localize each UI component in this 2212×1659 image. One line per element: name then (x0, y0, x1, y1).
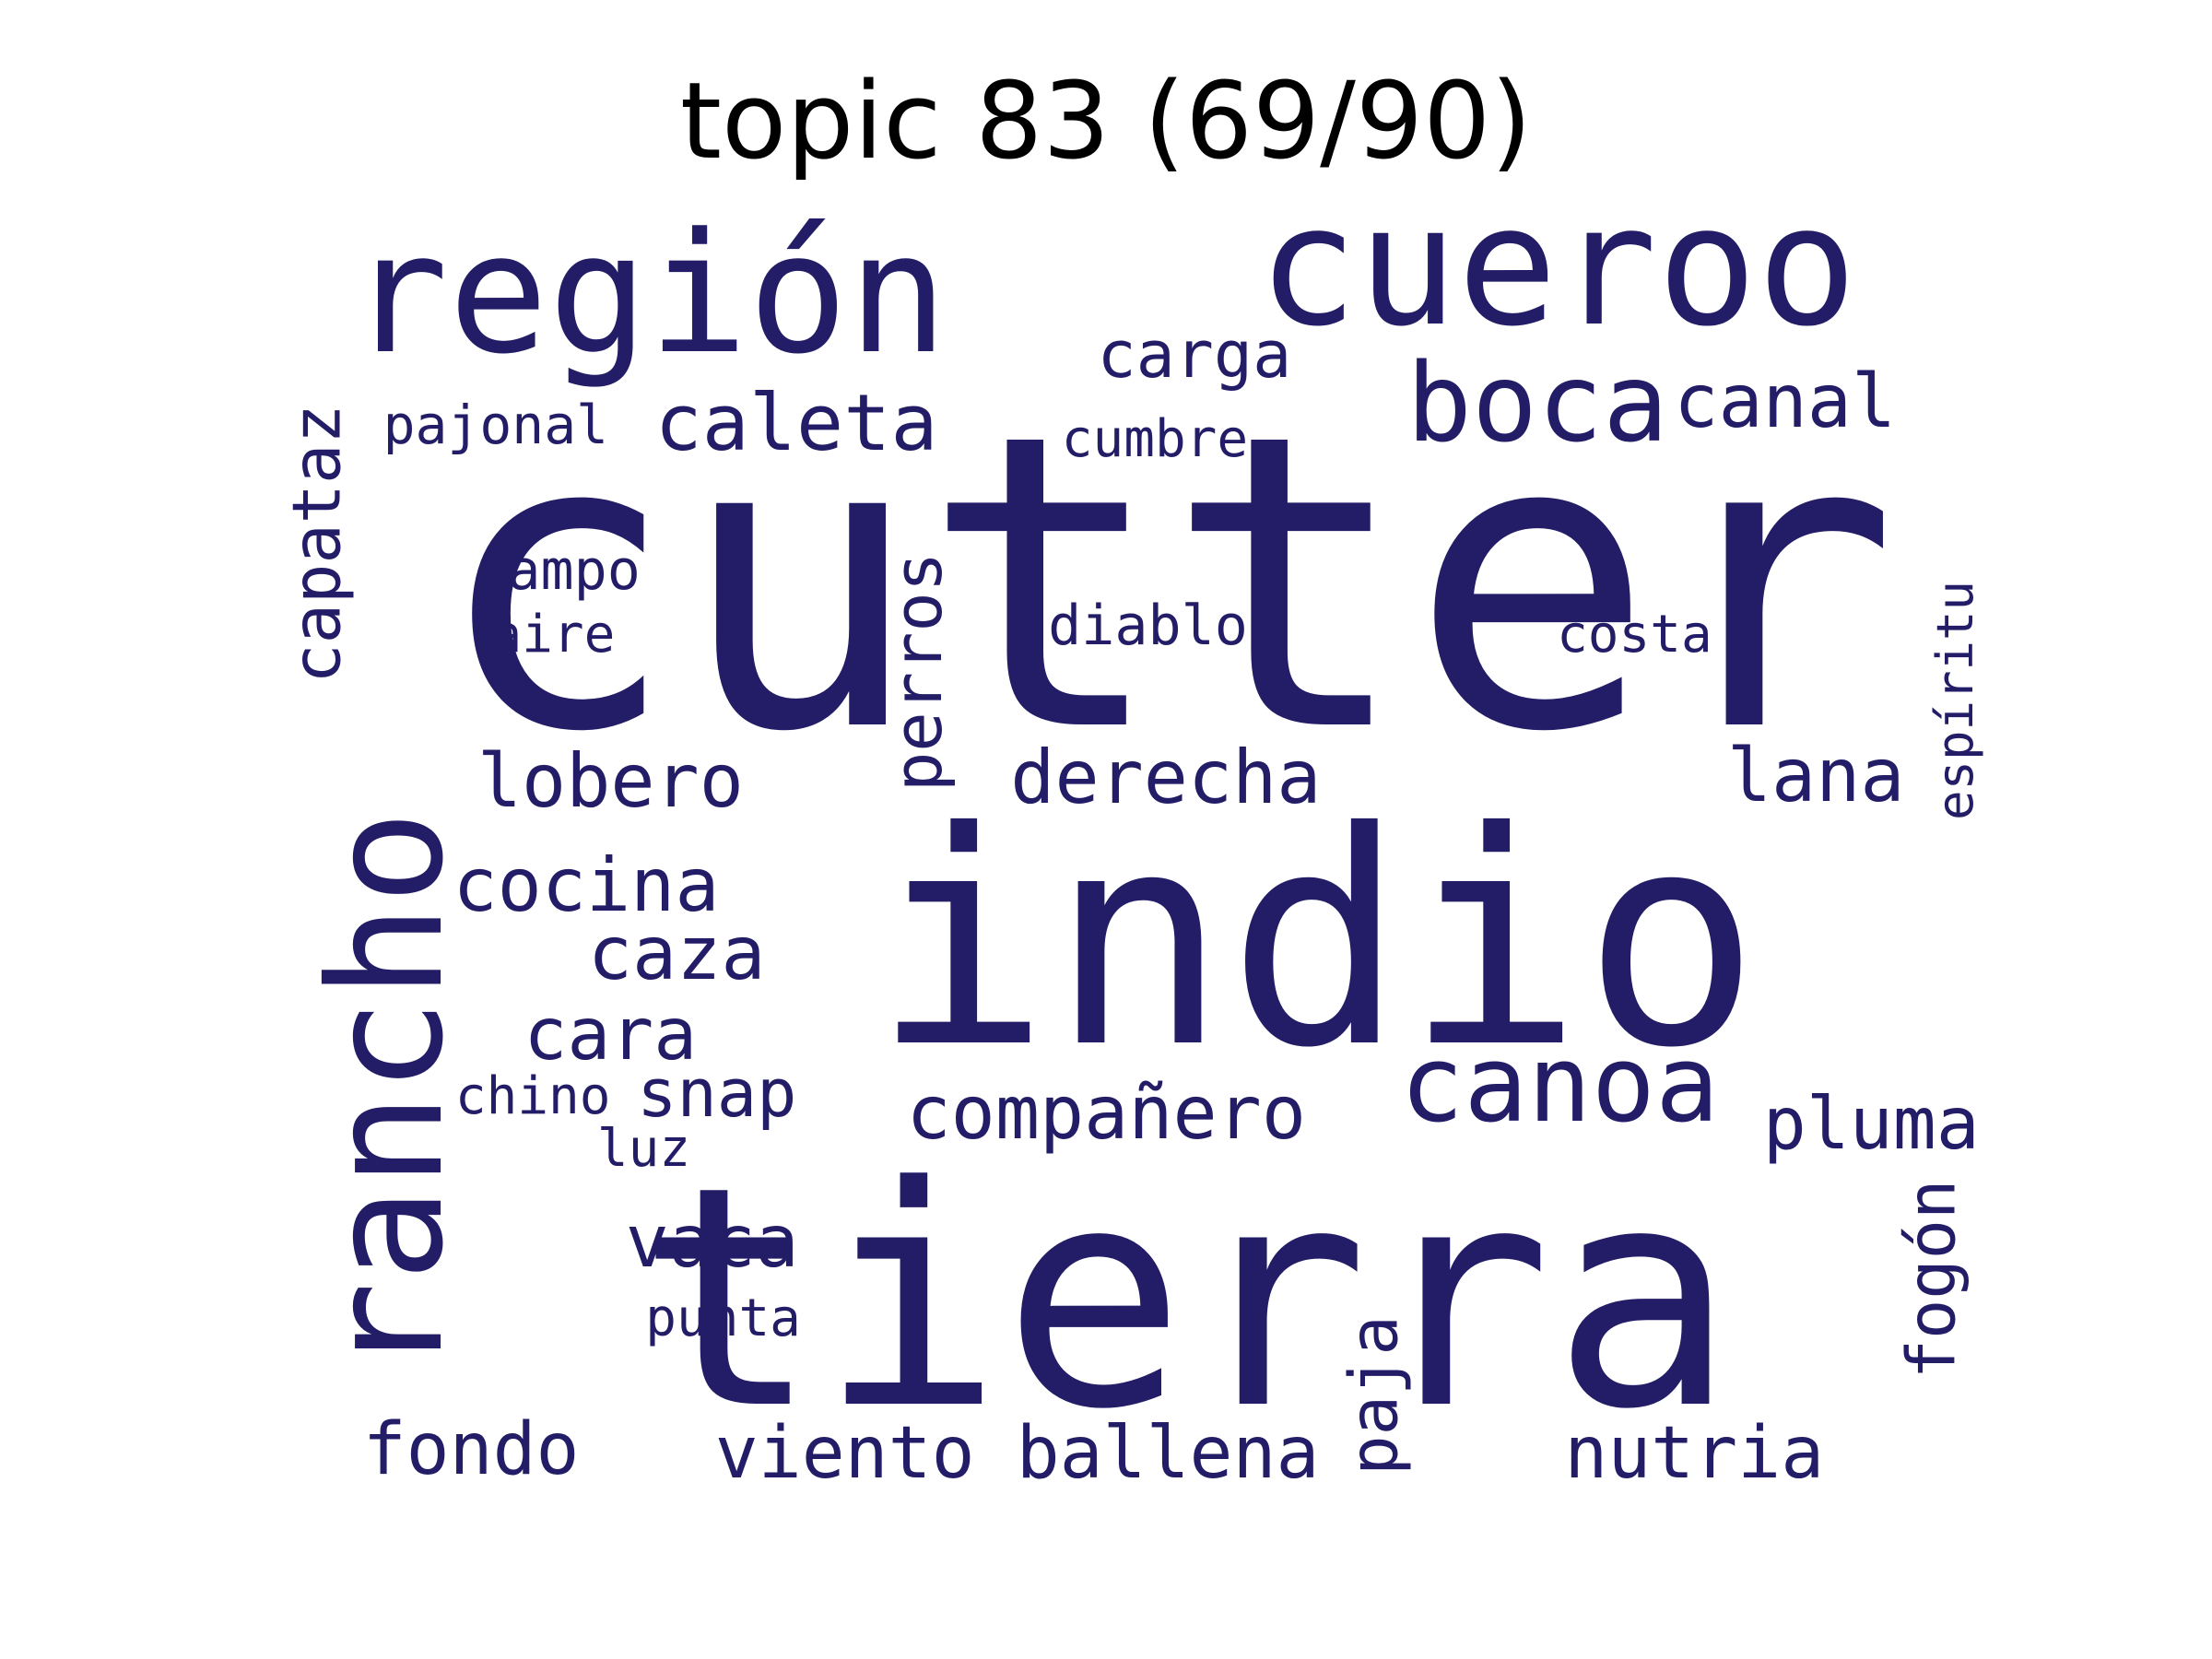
word-tierra: tierra (636, 1122, 1735, 1477)
word-cara: cara (524, 994, 698, 1077)
word-nutria: nutria (1564, 1411, 1825, 1495)
word-cocina: cocina (453, 842, 720, 929)
word-pajonal: pajonal (382, 393, 609, 456)
word-aire: aire (490, 605, 616, 665)
word-fondo: fondo (362, 1408, 580, 1492)
word-diablo: diablo (1048, 593, 1248, 658)
word-espíritu: espíritu (1925, 580, 1984, 820)
word-derecha: derecha (1010, 735, 1322, 821)
word-chino: chino (454, 1065, 611, 1126)
word-capataz: capataz (277, 404, 356, 685)
word-campo: campo (474, 538, 641, 604)
word-paja: paja (1335, 1315, 1413, 1476)
word-cutter: cutter (433, 347, 1899, 820)
word-lana: lana (1726, 733, 1905, 819)
word-punta: punta (645, 1288, 801, 1348)
word-pluma: pluma (1762, 1083, 1980, 1167)
word-viento: viento (714, 1411, 975, 1495)
word-rancho: rancho (296, 810, 479, 1377)
word-indio: indio (872, 769, 1760, 1112)
word-canal: canal (1674, 358, 1897, 444)
word-lobero: lobero (477, 737, 744, 824)
word-boca: boca (1406, 339, 1669, 467)
word-caleta: caleta (654, 377, 938, 469)
chart-title: topic 83 (69/90) (679, 60, 1533, 183)
word-snap: snap (637, 1054, 797, 1133)
word-costa: costa (1557, 605, 1712, 665)
word-región: región (348, 198, 948, 392)
word-fogón: fogón (1892, 1179, 1971, 1380)
word-carga: carga (1097, 317, 1292, 394)
word-luz: luz (596, 1119, 691, 1180)
word-caza: caza (587, 911, 766, 996)
word-vaca: vaca (625, 1201, 799, 1285)
word-canoa: canoa (1400, 1022, 1720, 1147)
word-perros: perros (879, 551, 958, 793)
word-cumbre: cumbre (1061, 409, 1249, 469)
word-cueroo: cueroo (1257, 170, 1857, 363)
word-compañero: compañero (906, 1069, 1306, 1156)
word-ballena: ballena (1016, 1411, 1320, 1495)
